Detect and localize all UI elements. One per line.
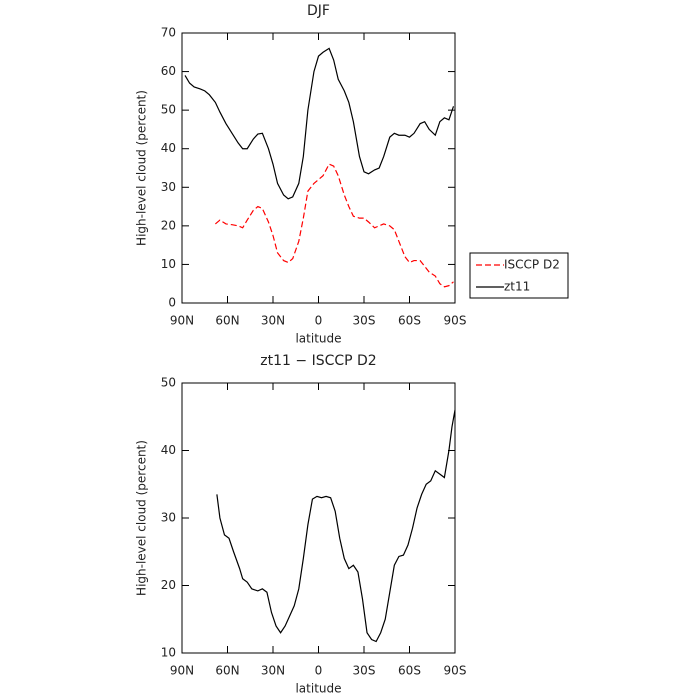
y-tick-label: 20 <box>161 218 176 232</box>
data-line <box>216 409 456 643</box>
legend-label: ISCCP D2 <box>504 258 560 272</box>
y-tick-label: 0 <box>168 296 176 310</box>
plot-frame <box>181 382 456 654</box>
y-axis-label: High-level cloud (percent) <box>135 90 149 246</box>
x-tick-label: 90N <box>170 314 194 328</box>
y-tick-label: 10 <box>161 646 176 660</box>
x-tick-label: 30N <box>261 664 285 678</box>
y-axis-label: High-level cloud (percent) <box>135 440 149 596</box>
y-tick-label: 70 <box>161 26 176 40</box>
y-tick-label: 50 <box>161 376 176 390</box>
x-axis-label: latitude <box>295 682 341 696</box>
legend-frame <box>469 252 569 299</box>
data-line <box>184 47 455 200</box>
x-axis-label: latitude <box>295 332 341 346</box>
data-line <box>214 163 454 288</box>
x-tick-label: 60N <box>215 664 239 678</box>
x-tick-label: 30N <box>261 314 285 328</box>
x-tick-label: 60N <box>215 314 239 328</box>
plot-frame <box>181 32 456 304</box>
x-tick-label: 0 <box>315 314 323 328</box>
y-tick-label: 10 <box>161 257 176 271</box>
x-tick-label: 90S <box>444 664 467 678</box>
x-tick-label: 60S <box>398 664 421 678</box>
x-tick-label: 60S <box>398 314 421 328</box>
x-tick-label: 30S <box>353 664 376 678</box>
y-tick-label: 20 <box>161 578 176 592</box>
y-tick-label: 50 <box>161 103 176 117</box>
y-tick-label: 40 <box>161 141 176 155</box>
y-tick-label: 30 <box>161 511 176 525</box>
y-tick-label: 60 <box>161 64 176 78</box>
x-tick-label: 30S <box>353 314 376 328</box>
x-tick-label: 0 <box>315 664 323 678</box>
y-tick-label: 30 <box>161 180 176 194</box>
legend-label: zt11 <box>504 280 530 294</box>
chart-title: zt11 − ISCCP D2 <box>260 353 376 369</box>
x-tick-label: 90N <box>170 664 194 678</box>
chart-title: DJF <box>307 3 330 19</box>
x-tick-label: 90S <box>444 314 467 328</box>
y-tick-label: 40 <box>161 443 176 457</box>
